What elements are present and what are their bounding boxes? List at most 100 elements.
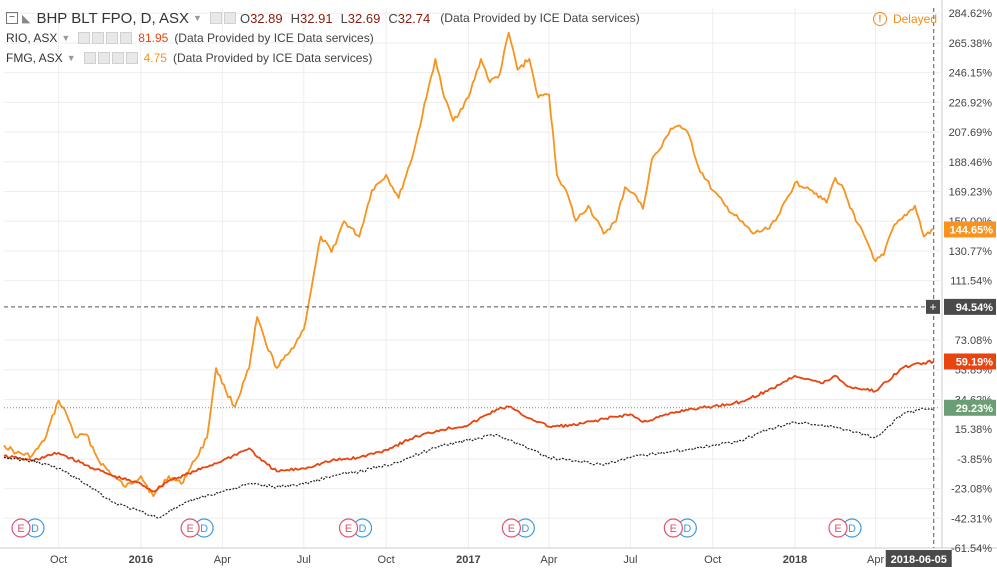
compare-symbol-rio[interactable]: RIO, ASX [6, 31, 58, 45]
more-icon[interactable] [120, 32, 133, 44]
legend-compare-fmg: FMG, ASX ▼ 4.75 (Data Provided by ICE Da… [6, 48, 640, 68]
x-tick-label: 2018 [783, 554, 807, 566]
delayed-indicator[interactable]: ! Delayed [872, 12, 937, 26]
compare-last-fmg: 4.75 [143, 51, 167, 65]
rio-badge-bg [944, 353, 996, 370]
series-line-rio [3, 359, 935, 493]
y-tick-label: 111.54% [950, 276, 992, 288]
event-marker-group[interactable]: DE [663, 518, 697, 538]
crosshair [4, 8, 940, 548]
bhp-badge-group: 29.23% [944, 399, 996, 416]
dividend-marker-label: D [200, 523, 208, 535]
eye-icon[interactable] [83, 52, 96, 64]
earnings-marker[interactable] [338, 518, 359, 538]
dividend-marker-label: D [848, 523, 856, 535]
chevron-down-icon[interactable]: ▼ [66, 53, 76, 63]
x-tick-label: Jul [297, 554, 311, 566]
earnings-marker[interactable] [828, 518, 848, 538]
y-axis: 284.62% 265.38% 246.15% 226.92% 207.69% 188.4… [949, 8, 993, 555]
series-lines [3, 31, 935, 519]
crosshair-badge-bg [944, 298, 996, 315]
fmg-badge-bg [944, 221, 996, 238]
crosshair-plus-button[interactable] [926, 299, 940, 314]
y-tick-label: 226.92% [949, 97, 993, 109]
x-tick-label: Apr [540, 554, 557, 566]
earnings-marker-label: E [345, 523, 352, 535]
y-tick-label: 265.38% [949, 38, 993, 50]
compare-symbol-fmg[interactable]: FMG, ASX [6, 51, 63, 65]
rio-badge: 59.19% [956, 356, 994, 368]
event-marker-group[interactable]: DE [338, 518, 373, 538]
high-label: H [290, 10, 301, 26]
date-badge-bg [885, 550, 952, 567]
earnings-marker-label: E [670, 523, 677, 535]
legend-compare-rio: RIO, ASX ▼ 81.95 (Data Provided by ICE D… [6, 28, 640, 48]
y-tick-label: -42.31% [951, 513, 992, 525]
earnings-marker[interactable] [663, 518, 683, 538]
earnings-marker[interactable] [180, 518, 200, 538]
x-tick-label: Oct [378, 554, 395, 566]
close-value: 32.74 [397, 10, 431, 26]
low-value: 32.69 [347, 10, 381, 26]
bhp-badge: 29.23% [956, 403, 994, 415]
dividend-marker-label: D [31, 523, 39, 535]
x-tick-label: Jul [623, 554, 637, 566]
x-tick-label: Apr [867, 554, 884, 566]
chevron-down-icon[interactable]: ▼ [193, 13, 202, 23]
dividend-marker-label: D [521, 523, 529, 535]
x-tick-label: Oct [704, 554, 721, 566]
plus-icon[interactable] [111, 52, 124, 64]
event-marker-group[interactable]: DE [180, 518, 214, 538]
price-badges: 144.65% 59.19% 29.23% 94.54% +2018-06-05 [885, 221, 996, 567]
fmg-badge-group: 144.65% [944, 221, 996, 238]
plus-icon: + [929, 300, 936, 314]
rio-badge-group: 59.19% [944, 353, 996, 370]
settings-icon[interactable] [223, 12, 236, 24]
settings-icon[interactable] [97, 52, 110, 64]
event-marker-group[interactable]: DE [501, 518, 535, 538]
close-label: C [388, 10, 398, 26]
x-tick-label: 2016 [129, 554, 153, 566]
series-line-bhp [3, 407, 935, 519]
earnings-marker[interactable] [11, 518, 31, 538]
flag-icon[interactable]: ◣ [22, 12, 31, 25]
compare-last-rio: 81.95 [138, 31, 169, 45]
earnings-marker-label: E [17, 523, 24, 535]
y-tick-label: -61.54% [951, 543, 992, 555]
more-icon[interactable] [125, 52, 138, 64]
y-tick-label: -3.85% [957, 454, 992, 466]
eye-icon[interactable] [78, 32, 91, 44]
y-tick-label: 188.46% [949, 157, 993, 169]
event-markers[interactable]: DE DE DE DE DE DE [11, 518, 862, 538]
earnings-marker[interactable] [501, 518, 521, 538]
compare-provider-fmg: (Data Provided by ICE Data services) [172, 51, 373, 65]
chevron-down-icon[interactable]: ▼ [61, 33, 71, 43]
crosshair-badge-group: 94.54% [944, 298, 996, 315]
plus-icon[interactable] [106, 32, 119, 44]
crosshair-badge: 94.54% [956, 302, 994, 314]
event-marker-group[interactable]: DE [11, 518, 45, 538]
crosshair-plus-group[interactable]: + [926, 299, 940, 314]
y-tick-label: 73.08% [955, 335, 993, 347]
collapse-icon[interactable]: − [6, 12, 18, 24]
x-tick-label: Apr [214, 554, 231, 566]
x-axis: Oct 2016 Apr Jul Oct 2017 Apr Jul Oct 2018 Apr [50, 554, 884, 566]
earnings-marker-label: E [834, 523, 841, 535]
compare-provider-rio: (Data Provided by ICE Data services) [174, 31, 374, 45]
alert-icon: ! [872, 12, 887, 26]
eye-icon[interactable] [209, 12, 222, 24]
open-label: O [239, 10, 251, 26]
main-provider: (Data Provided by ICE Data services) [440, 11, 640, 25]
date-badge: 2018-06-05 [891, 554, 947, 566]
main-symbol[interactable]: BHP BLT FPO, D, ASX [36, 9, 190, 27]
earnings-marker-label: E [186, 523, 193, 535]
y-tick-label: 284.62% [949, 8, 993, 20]
earnings-marker-label: E [508, 523, 515, 535]
open-value: 32.89 [250, 10, 283, 26]
event-marker-group[interactable]: DE [828, 518, 862, 538]
x-tick-label: 2017 [456, 554, 480, 566]
delayed-label: Delayed [892, 12, 937, 26]
y-tick-label: 130.77% [949, 246, 993, 258]
settings-icon[interactable] [92, 32, 105, 44]
